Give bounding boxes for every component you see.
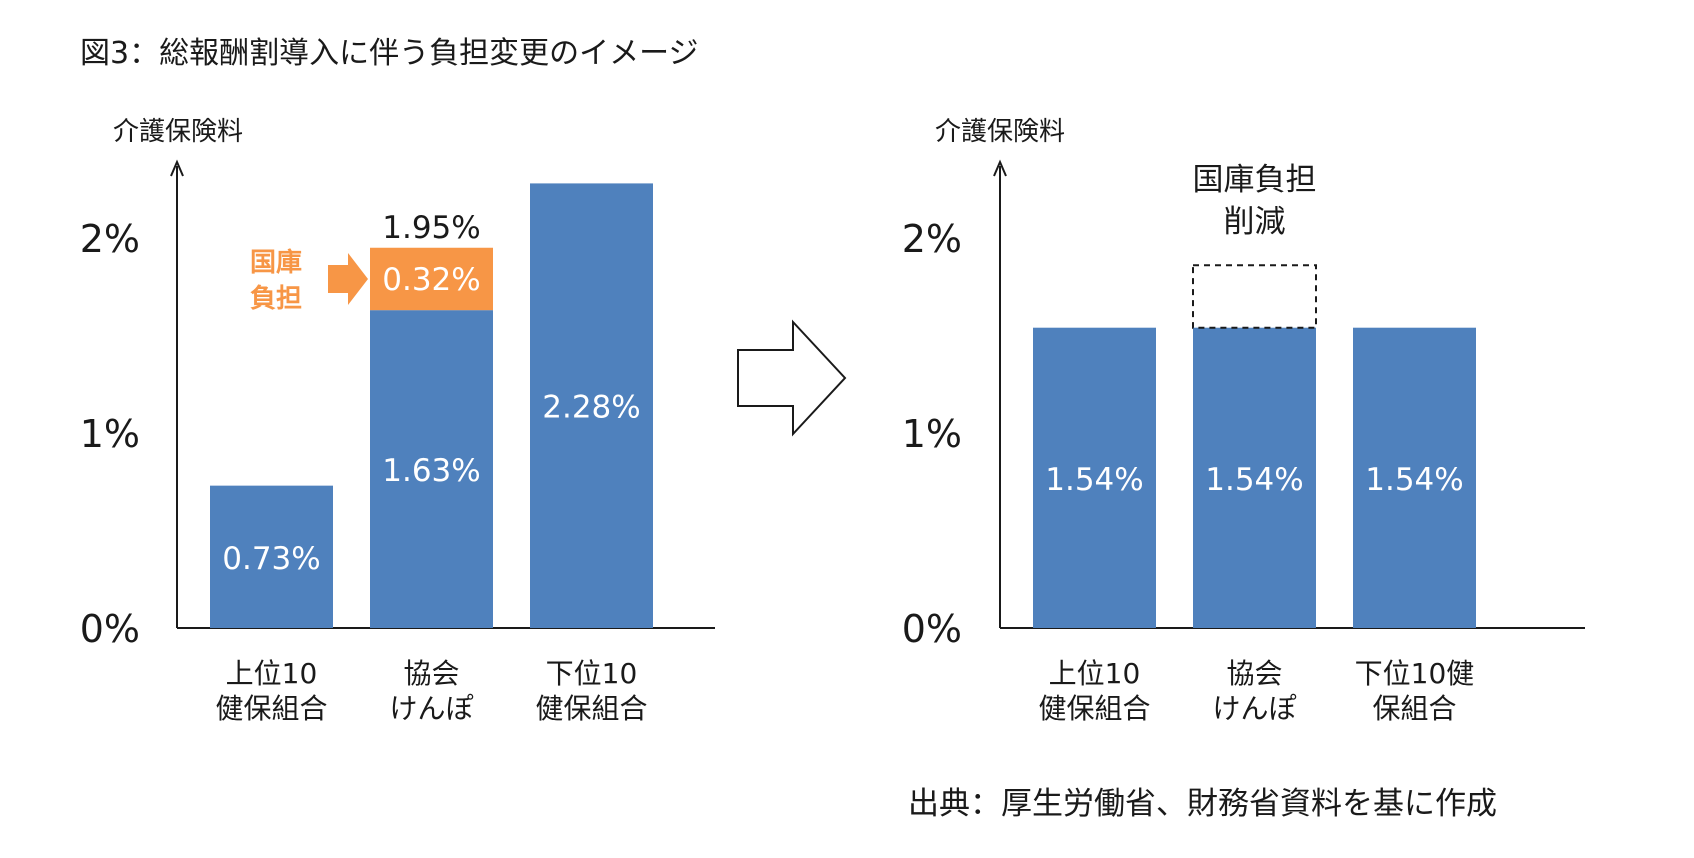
annotation-label: 負担 <box>250 284 302 314</box>
category-label: 協会 <box>1226 657 1282 690</box>
category-label: 上位10 <box>226 657 318 690</box>
category-label: 健保組合 <box>215 692 327 725</box>
bar-value-label: 1.54% <box>1045 462 1143 498</box>
y-tick-label: 2% <box>80 217 140 261</box>
bar-value-label: 1.63% <box>382 453 480 489</box>
figure-title: 図3：総報酬割導入に伴う負担変更のイメージ <box>80 36 699 71</box>
y-tick-label: 0% <box>80 607 140 651</box>
bar-value-label: 0.73% <box>222 541 320 577</box>
y-axis-arrow-icon <box>170 159 184 177</box>
stacked-value-label: 0.32% <box>382 262 480 298</box>
category-label: けんぽ <box>1212 692 1296 725</box>
bar-value-label: 1.54% <box>1365 462 1463 498</box>
category-label: 協会 <box>403 657 459 690</box>
category-label: 下位10健 <box>1355 657 1475 690</box>
bar <box>530 183 653 628</box>
annotation-label: 削減 <box>1224 204 1286 240</box>
category-label: 上位10 <box>1049 657 1141 690</box>
category-label: 保組合 <box>1372 692 1456 725</box>
y-axis-label: 介護保険料 <box>935 117 1065 147</box>
bar-value-label: 1.54% <box>1205 462 1303 498</box>
stacked-bar-segment <box>370 247 493 311</box>
bar <box>1353 327 1476 628</box>
bar <box>210 485 333 628</box>
right-arrow-icon <box>737 319 847 437</box>
category-label: 健保組合 <box>1038 692 1150 725</box>
category-label: けんぽ <box>389 692 473 725</box>
bar <box>1193 327 1316 628</box>
orange-arrow-icon <box>328 252 368 305</box>
y-tick-label: 1% <box>80 412 140 456</box>
annotation-label: 国庫 <box>250 248 302 278</box>
source-note: 出典：厚生労働省、財務省資料を基に作成 <box>908 786 1497 822</box>
bar <box>370 310 493 628</box>
total-value-label: 1.95% <box>382 210 480 246</box>
category-label: 健保組合 <box>535 692 647 725</box>
y-axis-label: 介護保険料 <box>113 117 243 147</box>
annotation-label: 国庫負担 <box>1193 162 1317 198</box>
removed-segment-outline <box>1192 264 1317 329</box>
category-label: 下位10 <box>546 657 638 690</box>
y-tick-label: 1% <box>902 412 962 456</box>
y-axis-arrow-icon <box>993 159 1007 177</box>
bar-value-label: 2.28% <box>542 390 640 426</box>
y-tick-label: 0% <box>902 607 962 651</box>
bar <box>1033 327 1156 628</box>
y-tick-label: 2% <box>902 217 962 261</box>
